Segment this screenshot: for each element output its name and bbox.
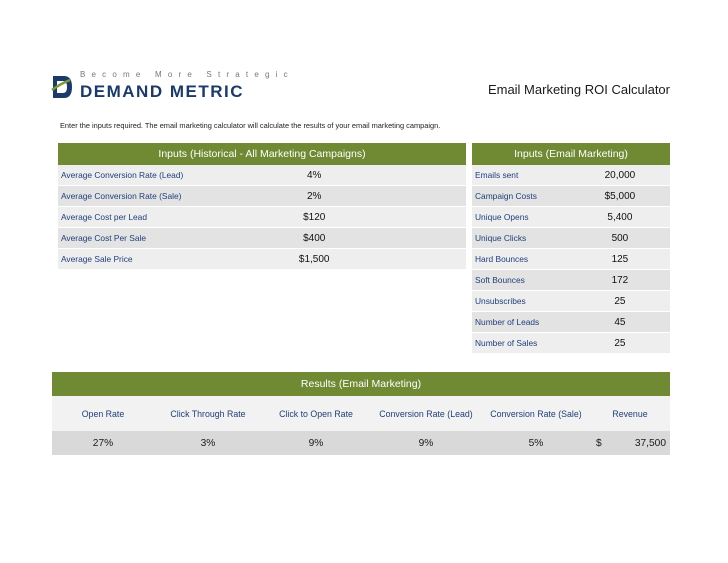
input-label: Unsubscribes — [472, 290, 570, 312]
historical-inputs-table: Average Conversion Rate (Lead) 4% Averag… — [58, 165, 466, 270]
input-value-field[interactable]: 20,000 — [569, 165, 670, 186]
input-value-field[interactable]: $1,500 — [269, 248, 359, 270]
results-header: Results (Email Marketing) — [52, 372, 670, 396]
page-title: Email Marketing ROI Calculator — [487, 82, 670, 97]
table-row: Soft Bounces 172 — [472, 269, 670, 291]
result-value: 5% — [482, 431, 590, 455]
table-row: Average Conversion Rate (Sale) 2% — [58, 185, 466, 207]
input-label: Campaign Costs — [472, 185, 570, 207]
column-header: Revenue — [590, 396, 670, 431]
results-table: Open Rate Click Through Rate Click to Op… — [52, 396, 670, 455]
input-label: Emails sent — [472, 165, 570, 186]
table-row: Hard Bounces 125 — [472, 248, 670, 270]
input-value-field[interactable]: 25 — [569, 332, 670, 354]
results-column-headers: Open Rate Click Through Rate Click to Op… — [52, 396, 670, 431]
results-panel: Results (Email Marketing) Open Rate Clic… — [52, 372, 670, 455]
result-value: 27% — [52, 431, 154, 455]
demand-metric-logo-icon — [51, 76, 72, 98]
input-value-field[interactable]: $5,000 — [569, 185, 670, 207]
table-row: Unsubscribes 25 — [472, 290, 670, 312]
input-label: Number of Sales — [472, 332, 570, 354]
input-label: Average Conversion Rate (Sale) — [58, 185, 270, 207]
email-inputs-header: Inputs (Email Marketing) — [472, 143, 670, 165]
input-value-field[interactable]: $120 — [269, 206, 359, 228]
currency-symbol: $ — [590, 431, 617, 455]
table-row: Number of Sales 25 — [472, 332, 670, 354]
input-value-field[interactable]: 45 — [569, 311, 670, 333]
input-label: Average Sale Price — [58, 248, 270, 270]
input-value-field[interactable]: 5,400 — [569, 206, 670, 228]
table-row: Campaign Costs $5,000 — [472, 185, 670, 207]
logo-brand-name: DEMAND METRIC — [80, 82, 244, 101]
table-row: Number of Leads 45 — [472, 311, 670, 333]
email-inputs-panel: Inputs (Email Marketing) Emails sent 20,… — [472, 143, 670, 354]
input-label: Average Cost per Lead — [58, 206, 270, 228]
table-row: Emails sent 20,000 — [472, 165, 670, 186]
column-header: Click Through Rate — [154, 396, 262, 431]
intro-text: Enter the inputs required. The email mar… — [60, 121, 441, 130]
historical-inputs-panel: Inputs (Historical - All Marketing Campa… — [58, 143, 466, 270]
input-value-field[interactable]: 25 — [569, 290, 670, 312]
result-value: 37,500 — [617, 431, 670, 455]
table-row: Average Cost Per Sale $400 — [58, 227, 466, 249]
input-value-field[interactable]: 172 — [569, 269, 670, 291]
input-label: Average Cost Per Sale — [58, 227, 270, 249]
input-value-field[interactable]: 500 — [569, 227, 670, 249]
input-label: Average Conversion Rate (Lead) — [58, 165, 270, 186]
input-label: Number of Leads — [472, 311, 570, 333]
result-value: 9% — [370, 431, 482, 455]
input-label: Unique Clicks — [472, 227, 570, 249]
column-header: Conversion Rate (Sale) — [482, 396, 590, 431]
input-value-field[interactable]: 125 — [569, 248, 670, 270]
table-row: Average Conversion Rate (Lead) 4% — [58, 165, 466, 186]
table-row: Unique Clicks 500 — [472, 227, 670, 249]
input-label: Soft Bounces — [472, 269, 570, 291]
input-label: Hard Bounces — [472, 248, 570, 270]
email-inputs-table: Emails sent 20,000 Campaign Costs $5,000… — [472, 165, 670, 354]
input-value-field[interactable]: $400 — [269, 227, 359, 249]
column-header: Conversion Rate (Lead) — [370, 396, 482, 431]
table-row: Average Cost per Lead $120 — [58, 206, 466, 228]
logo-tagline: Become More Strategic — [80, 70, 294, 79]
results-values-row: 27% 3% 9% 9% 5% $ 37,500 — [52, 431, 670, 455]
result-value: 9% — [262, 431, 370, 455]
input-label: Unique Opens — [472, 206, 570, 228]
table-row: Average Sale Price $1,500 — [58, 248, 466, 270]
input-value-field[interactable]: 4% — [269, 165, 359, 186]
result-value: 3% — [154, 431, 262, 455]
column-header: Click to Open Rate — [262, 396, 370, 431]
historical-inputs-header: Inputs (Historical - All Marketing Campa… — [58, 143, 466, 165]
input-value-field[interactable]: 2% — [269, 185, 359, 207]
column-header: Open Rate — [52, 396, 154, 431]
table-row: Unique Opens 5,400 — [472, 206, 670, 228]
